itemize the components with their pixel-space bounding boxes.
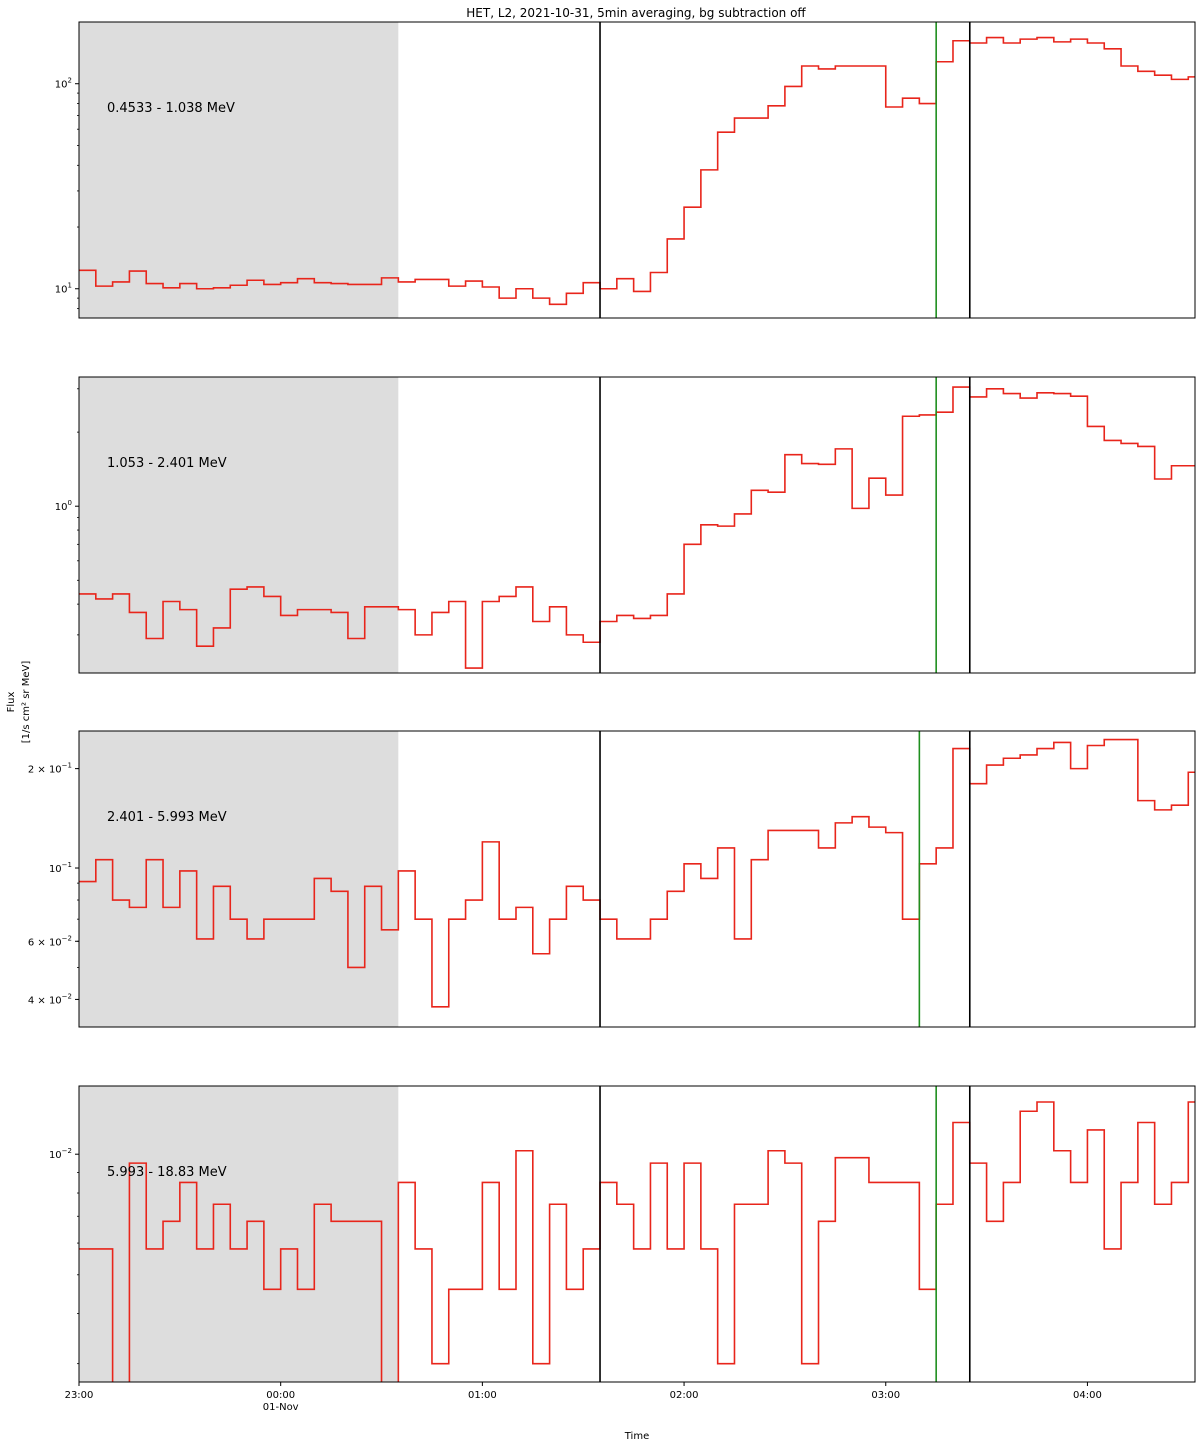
y-tick-label: 102 <box>55 77 72 91</box>
energy-channel-label: 5.993 - 18.83 MeV <box>107 1165 227 1180</box>
x-tick-label: 23:00 <box>65 1390 94 1401</box>
x-tick-date-label: 01-Nov <box>263 1402 299 1413</box>
y-tick-label: 6 × 10−2 <box>28 934 72 948</box>
panel-3: 4 × 10−2 6 × 10−2 10−1 2 × 10−1 2.401 - 5.99… <box>28 730 1196 1028</box>
background-window-shade <box>79 731 399 1027</box>
panels: 101 102 0.4533 - 1.038 MeV 100 1.053 - 2.401… <box>28 21 1196 1383</box>
flux-step-line <box>79 386 1195 669</box>
y-axis-label-line2: [1/s cm² sr MeV] <box>21 661 32 744</box>
y-tick-label: 100 <box>55 499 72 513</box>
flux-step-line <box>79 738 1195 1008</box>
x-tick-label: 02:00 <box>670 1390 699 1401</box>
flux-step-line <box>79 36 1195 306</box>
background-window-shade <box>79 1086 399 1382</box>
energy-channel-label: 1.053 - 2.401 MeV <box>107 456 227 471</box>
x-tick-label: 00:00 <box>266 1390 295 1401</box>
y-axis-label-group: Flux [1/s cm² sr MeV] <box>6 661 32 744</box>
panel-2: 100 1.053 - 2.401 MeV <box>55 376 1196 674</box>
y-tick-label: 10−2 <box>49 1147 72 1161</box>
x-tick-label: 01:00 <box>468 1390 497 1401</box>
energy-channel-label: 0.4533 - 1.038 MeV <box>107 101 235 116</box>
panel-frame <box>78 21 1196 319</box>
x-tick-label: 03:00 <box>871 1390 900 1401</box>
panel-frame <box>78 1085 1196 1383</box>
background-window-shade <box>79 22 399 318</box>
panel-4: 10−2 5.993 - 18.83 MeV <box>49 1085 1196 1383</box>
y-tick-label: 10−1 <box>49 861 72 875</box>
y-tick-label: 2 × 10−1 <box>28 762 72 776</box>
flux-step-line <box>79 1101 1195 1382</box>
background-window-shade <box>79 377 399 673</box>
y-tick-label: 101 <box>55 282 72 296</box>
x-tick-label: 04:00 <box>1073 1390 1102 1401</box>
energy-channel-label: 2.401 - 5.993 MeV <box>107 810 227 825</box>
panel-1: 101 102 0.4533 - 1.038 MeV <box>55 21 1196 319</box>
y-tick-label: 4 × 10−2 <box>28 992 72 1006</box>
panel-frame <box>78 376 1196 674</box>
x-axis-label: Time <box>624 1431 649 1442</box>
y-axis-label-line1: Flux <box>6 692 17 713</box>
panel-frame <box>78 730 1196 1028</box>
chart-title: HET, L2, 2021-10-31, 5min averaging, bg … <box>466 6 806 20</box>
